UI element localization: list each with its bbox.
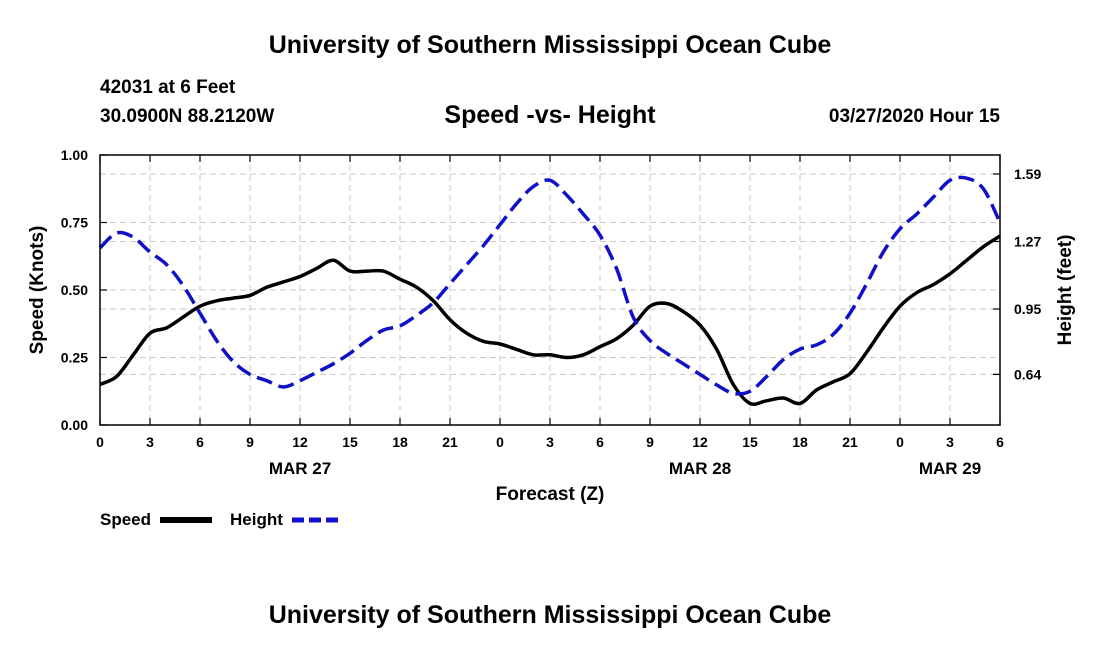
- x-tick-label: 21: [442, 434, 458, 450]
- x-tick-label: 21: [842, 434, 858, 450]
- legend-label-speed: Speed: [100, 510, 151, 529]
- x-axis-title: Forecast (Z): [496, 484, 605, 505]
- legend-label-height: Height: [230, 510, 283, 529]
- y-axis-title: Speed (Knots): [27, 226, 48, 355]
- x-tick-label: 0: [96, 434, 104, 450]
- chart-title: Speed -vs- Height: [444, 101, 656, 129]
- y-tick-label: 0.75: [61, 215, 88, 231]
- location-label: 30.0900N 88.2120W: [100, 106, 275, 127]
- date-label: MAR 28: [669, 459, 731, 478]
- y2-tick-label: 0.64: [1014, 366, 1041, 382]
- x-tick-label: 15: [742, 434, 758, 450]
- x-tick-label: 0: [496, 434, 504, 450]
- axes: 0 3 6 9 12 15 18 21 0 3 6 9 12 15 18 21 0 3 6 0.00 0.25 0.50 0…: [61, 147, 1042, 478]
- y2-axis-title: Height (feet): [1055, 235, 1076, 346]
- x-tick-label: 18: [392, 434, 408, 450]
- x-tick-label: 6: [596, 434, 604, 450]
- x-tick-label: 3: [546, 434, 554, 450]
- legend: Speed Height: [100, 510, 342, 529]
- series-line-height: [98, 175, 1002, 396]
- x-tick-label: 6: [996, 434, 1004, 450]
- x-tick-label: 9: [246, 434, 254, 450]
- x-tick-label: 12: [292, 434, 308, 450]
- page-title: University of Southern Mississippi Ocean…: [268, 31, 832, 59]
- x-tick-label: 0: [896, 434, 904, 450]
- date-label: MAR 27: [269, 459, 331, 478]
- series-line-speed: [99, 234, 1001, 406]
- y2-tick-label: 1.59: [1014, 166, 1041, 182]
- datetime-label: 03/27/2020 Hour 15: [828, 106, 1000, 127]
- x-tick-label: 3: [146, 434, 154, 450]
- footer-title: University of Southern Mississippi Ocean…: [268, 601, 832, 629]
- x-tick-label: 9: [646, 434, 654, 450]
- y2-tick-label: 0.95: [1014, 301, 1041, 317]
- x-tick-label: 18: [792, 434, 808, 450]
- y-tick-label: 1.00: [61, 147, 88, 163]
- y-tick-label: 0.50: [61, 282, 88, 298]
- y-tick-label: 0.00: [61, 417, 88, 433]
- x-tick-label: 15: [342, 434, 358, 450]
- x-tick-label: 12: [692, 434, 708, 450]
- x-tick-label: 6: [196, 434, 204, 450]
- station-label: 42031 at 6 Feet: [100, 77, 236, 98]
- x-tick-label: 3: [946, 434, 954, 450]
- y2-tick-label: 1.27: [1014, 233, 1041, 249]
- y-tick-label: 0.25: [61, 350, 88, 366]
- date-label: MAR 29: [919, 459, 981, 478]
- grid: [100, 155, 1000, 425]
- series-layer: [98, 175, 1002, 406]
